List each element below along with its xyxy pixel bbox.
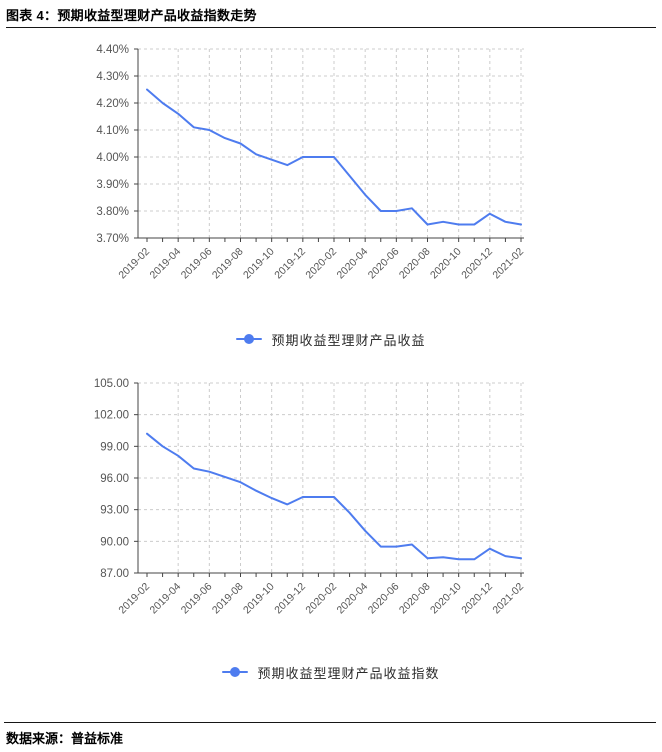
- y-axis-labels: 105.00 102.00 99.00 96.00 93.00 90.00 87.00: [94, 378, 129, 580]
- axes: [134, 382, 524, 577]
- gridlines: [138, 48, 524, 238]
- svg-text:2021-02: 2021-02: [490, 581, 526, 617]
- series-line: [146, 88, 522, 226]
- svg-text:2020-04: 2020-04: [335, 246, 371, 282]
- legend-label: 预期收益型理财产品收益: [271, 333, 426, 349]
- svg-text:4.30%: 4.30%: [96, 71, 129, 83]
- legend-dot-icon: [244, 334, 255, 344]
- svg-text:2019-08: 2019-08: [210, 581, 246, 617]
- svg-text:2020-06: 2020-06: [366, 246, 402, 282]
- svg-text:90.00: 90.00: [100, 536, 129, 548]
- y-axis-labels: 4.40% 4.30% 4.20% 4.10% 4.00% 3.90% 3.80% 3.70%: [96, 44, 129, 245]
- svg-text:105.00: 105.00: [94, 378, 129, 390]
- svg-text:2020-06: 2020-06: [366, 581, 402, 617]
- footer-divider: [4, 722, 656, 723]
- svg-text:3.70%: 3.70%: [96, 233, 129, 245]
- series-line: [146, 432, 522, 561]
- chart-legend-yield: 预期收益型理财产品收益: [0, 331, 662, 349]
- svg-text:2019-02: 2019-02: [116, 246, 152, 282]
- svg-text:96.00: 96.00: [100, 473, 129, 485]
- gridlines: [138, 382, 524, 573]
- axes: [134, 48, 524, 242]
- x-axis-labels: 2019-022019-042019-062019-082019-102019-…: [116, 581, 526, 617]
- svg-text:2020-10: 2020-10: [428, 581, 464, 617]
- svg-text:2019-06: 2019-06: [179, 581, 215, 617]
- svg-text:87.00: 87.00: [100, 568, 129, 580]
- svg-text:4.40%: 4.40%: [96, 44, 129, 56]
- svg-text:99.00: 99.00: [100, 441, 129, 453]
- svg-text:2019-04: 2019-04: [148, 246, 184, 282]
- svg-text:2020-02: 2020-02: [303, 581, 339, 617]
- legend-line-dot-marker: [222, 667, 249, 677]
- legend-dot-icon: [230, 667, 241, 677]
- legend-line-dot-marker: [236, 334, 263, 344]
- svg-text:93.00: 93.00: [100, 505, 129, 517]
- header-divider: [6, 27, 656, 28]
- svg-text:2019-06: 2019-06: [179, 246, 215, 282]
- svg-text:2020-12: 2020-12: [459, 246, 495, 282]
- chart-legend-index: 预期收益型理财产品收益指数: [0, 664, 662, 682]
- svg-text:2019-02: 2019-02: [116, 581, 152, 617]
- svg-text:2019-12: 2019-12: [272, 581, 308, 617]
- expected-yield-line-chart: 4.40% 4.30% 4.20% 4.10% 4.00% 3.90% 3.80% 3.70%…: [96, 44, 526, 282]
- svg-text:2020-02: 2020-02: [303, 246, 339, 282]
- svg-text:2019-10: 2019-10: [241, 581, 277, 617]
- svg-text:2020-08: 2020-08: [397, 581, 433, 617]
- svg-text:2020-08: 2020-08: [397, 246, 433, 282]
- yield-index-line-chart: 105.00102.0099.0096.0093.0090.0087.00201…: [94, 378, 526, 617]
- svg-text:3.80%: 3.80%: [96, 206, 129, 218]
- svg-text:2019-08: 2019-08: [210, 246, 246, 282]
- data-source-label: 数据来源：普益标准: [6, 731, 124, 746]
- svg-text:2020-04: 2020-04: [335, 581, 371, 617]
- svg-text:2020-12: 2020-12: [459, 581, 495, 617]
- svg-text:4.20%: 4.20%: [96, 98, 129, 110]
- x-axis-labels: 2019-022019-042019-062019-082019-102019-…: [116, 246, 526, 282]
- svg-text:2019-12: 2019-12: [272, 246, 308, 282]
- svg-text:2019-10: 2019-10: [241, 246, 277, 282]
- svg-text:3.90%: 3.90%: [96, 179, 129, 191]
- svg-text:2021-02: 2021-02: [490, 246, 526, 282]
- svg-text:4.10%: 4.10%: [96, 125, 129, 137]
- svg-text:4.00%: 4.00%: [96, 152, 129, 164]
- svg-text:2020-10: 2020-10: [428, 246, 464, 282]
- svg-text:102.00: 102.00: [94, 410, 129, 422]
- legend-label: 预期收益型理财产品收益指数: [257, 666, 440, 682]
- figure-title: 图表 4：预期收益型理财产品收益指数走势: [6, 8, 257, 23]
- svg-text:2019-04: 2019-04: [148, 581, 184, 617]
